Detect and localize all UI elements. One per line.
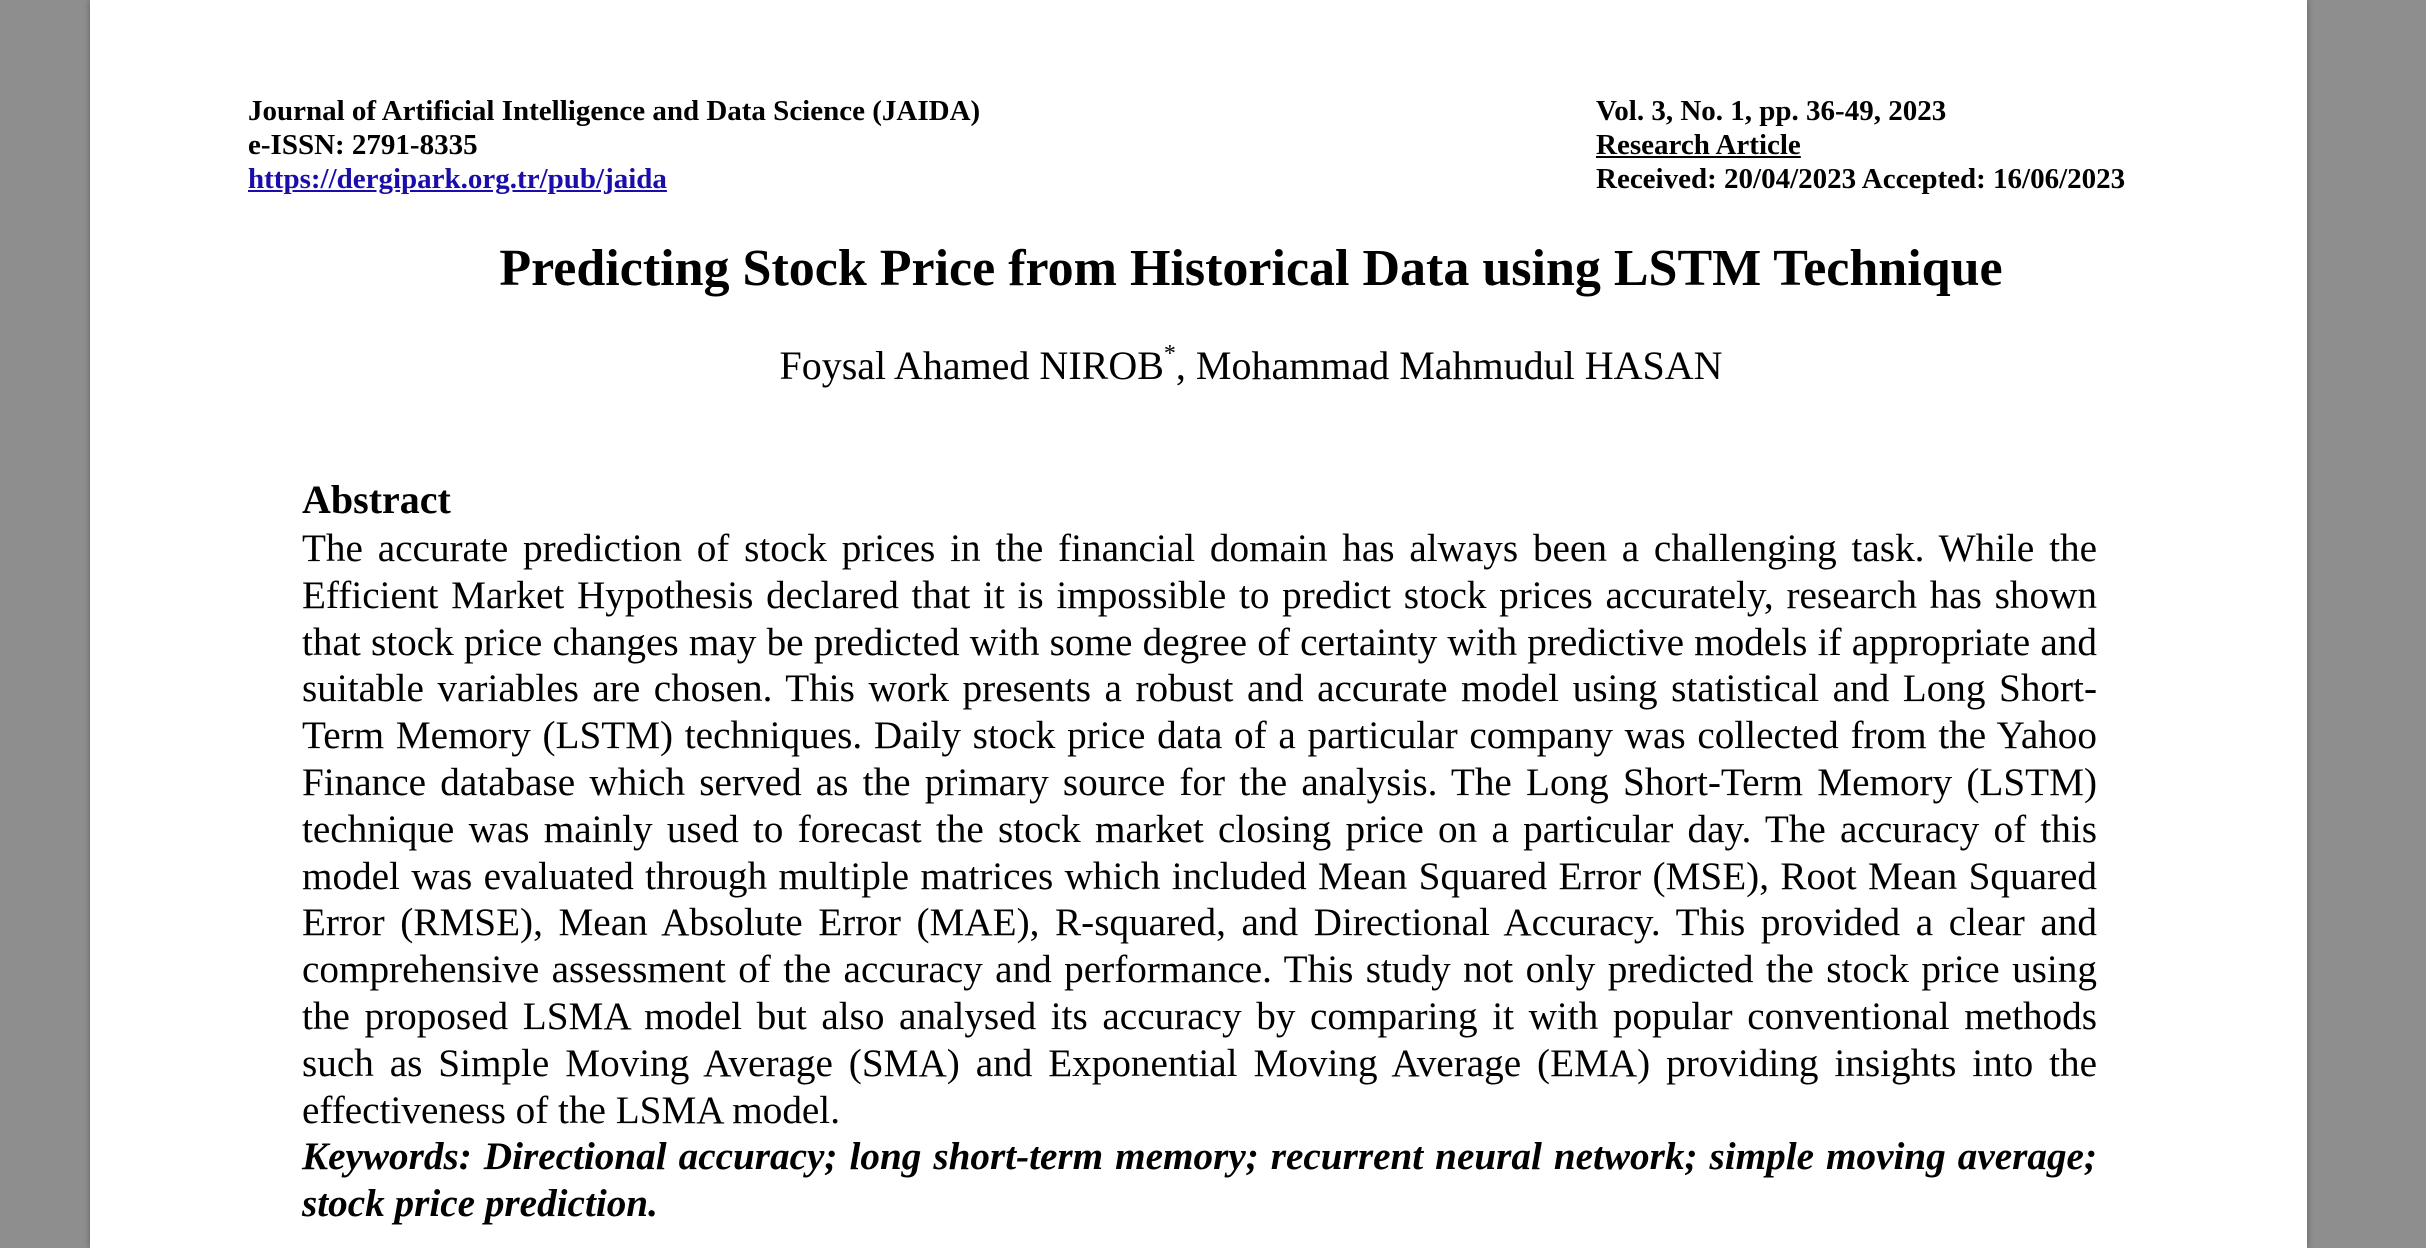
journal-name: Journal of Artificial Intelligence and D… [248,95,981,127]
paper-title: Predicting Stock Price from Historical D… [499,240,2003,297]
article-dates: Received: 20/04/2023 Accepted: 16/06/202… [1596,163,2126,195]
keywords: Keywords: Directional accuracy; long sho… [302,1135,2097,1226]
abstract-text: The accurate prediction of stock prices … [302,527,2097,1132]
volume-info: Vol. 3, No. 1, pp. 36-49, 2023 [1596,95,1947,127]
article-info: Vol. 3, No. 1, pp. 36-49, 2023 Research … [1596,94,2125,196]
pdf-page: Journal of Artificial Intelligence and D… [90,0,2307,1248]
corresponding-author-mark: * [1163,340,1176,367]
journal-issn: e-ISSN: 2791-8335 [248,129,478,161]
author-name: Foysal Ahamed NIROB [779,343,1164,388]
author-list: Foysal Ahamed NIROB*, Mohammad Mahmudul … [90,342,2412,390]
author-name: , Mohammad Mahmudul HASAN [1175,343,1723,388]
abstract-section: Abstract The accurate prediction of stoc… [302,474,2097,1228]
journal-info: Journal of Artificial Intelligence and D… [248,94,980,196]
journal-url-link[interactable]: https://dergipark.org.tr/pub/jaida [248,163,667,195]
abstract-heading: Abstract [302,477,451,522]
article-type: Research Article [1596,129,1801,161]
